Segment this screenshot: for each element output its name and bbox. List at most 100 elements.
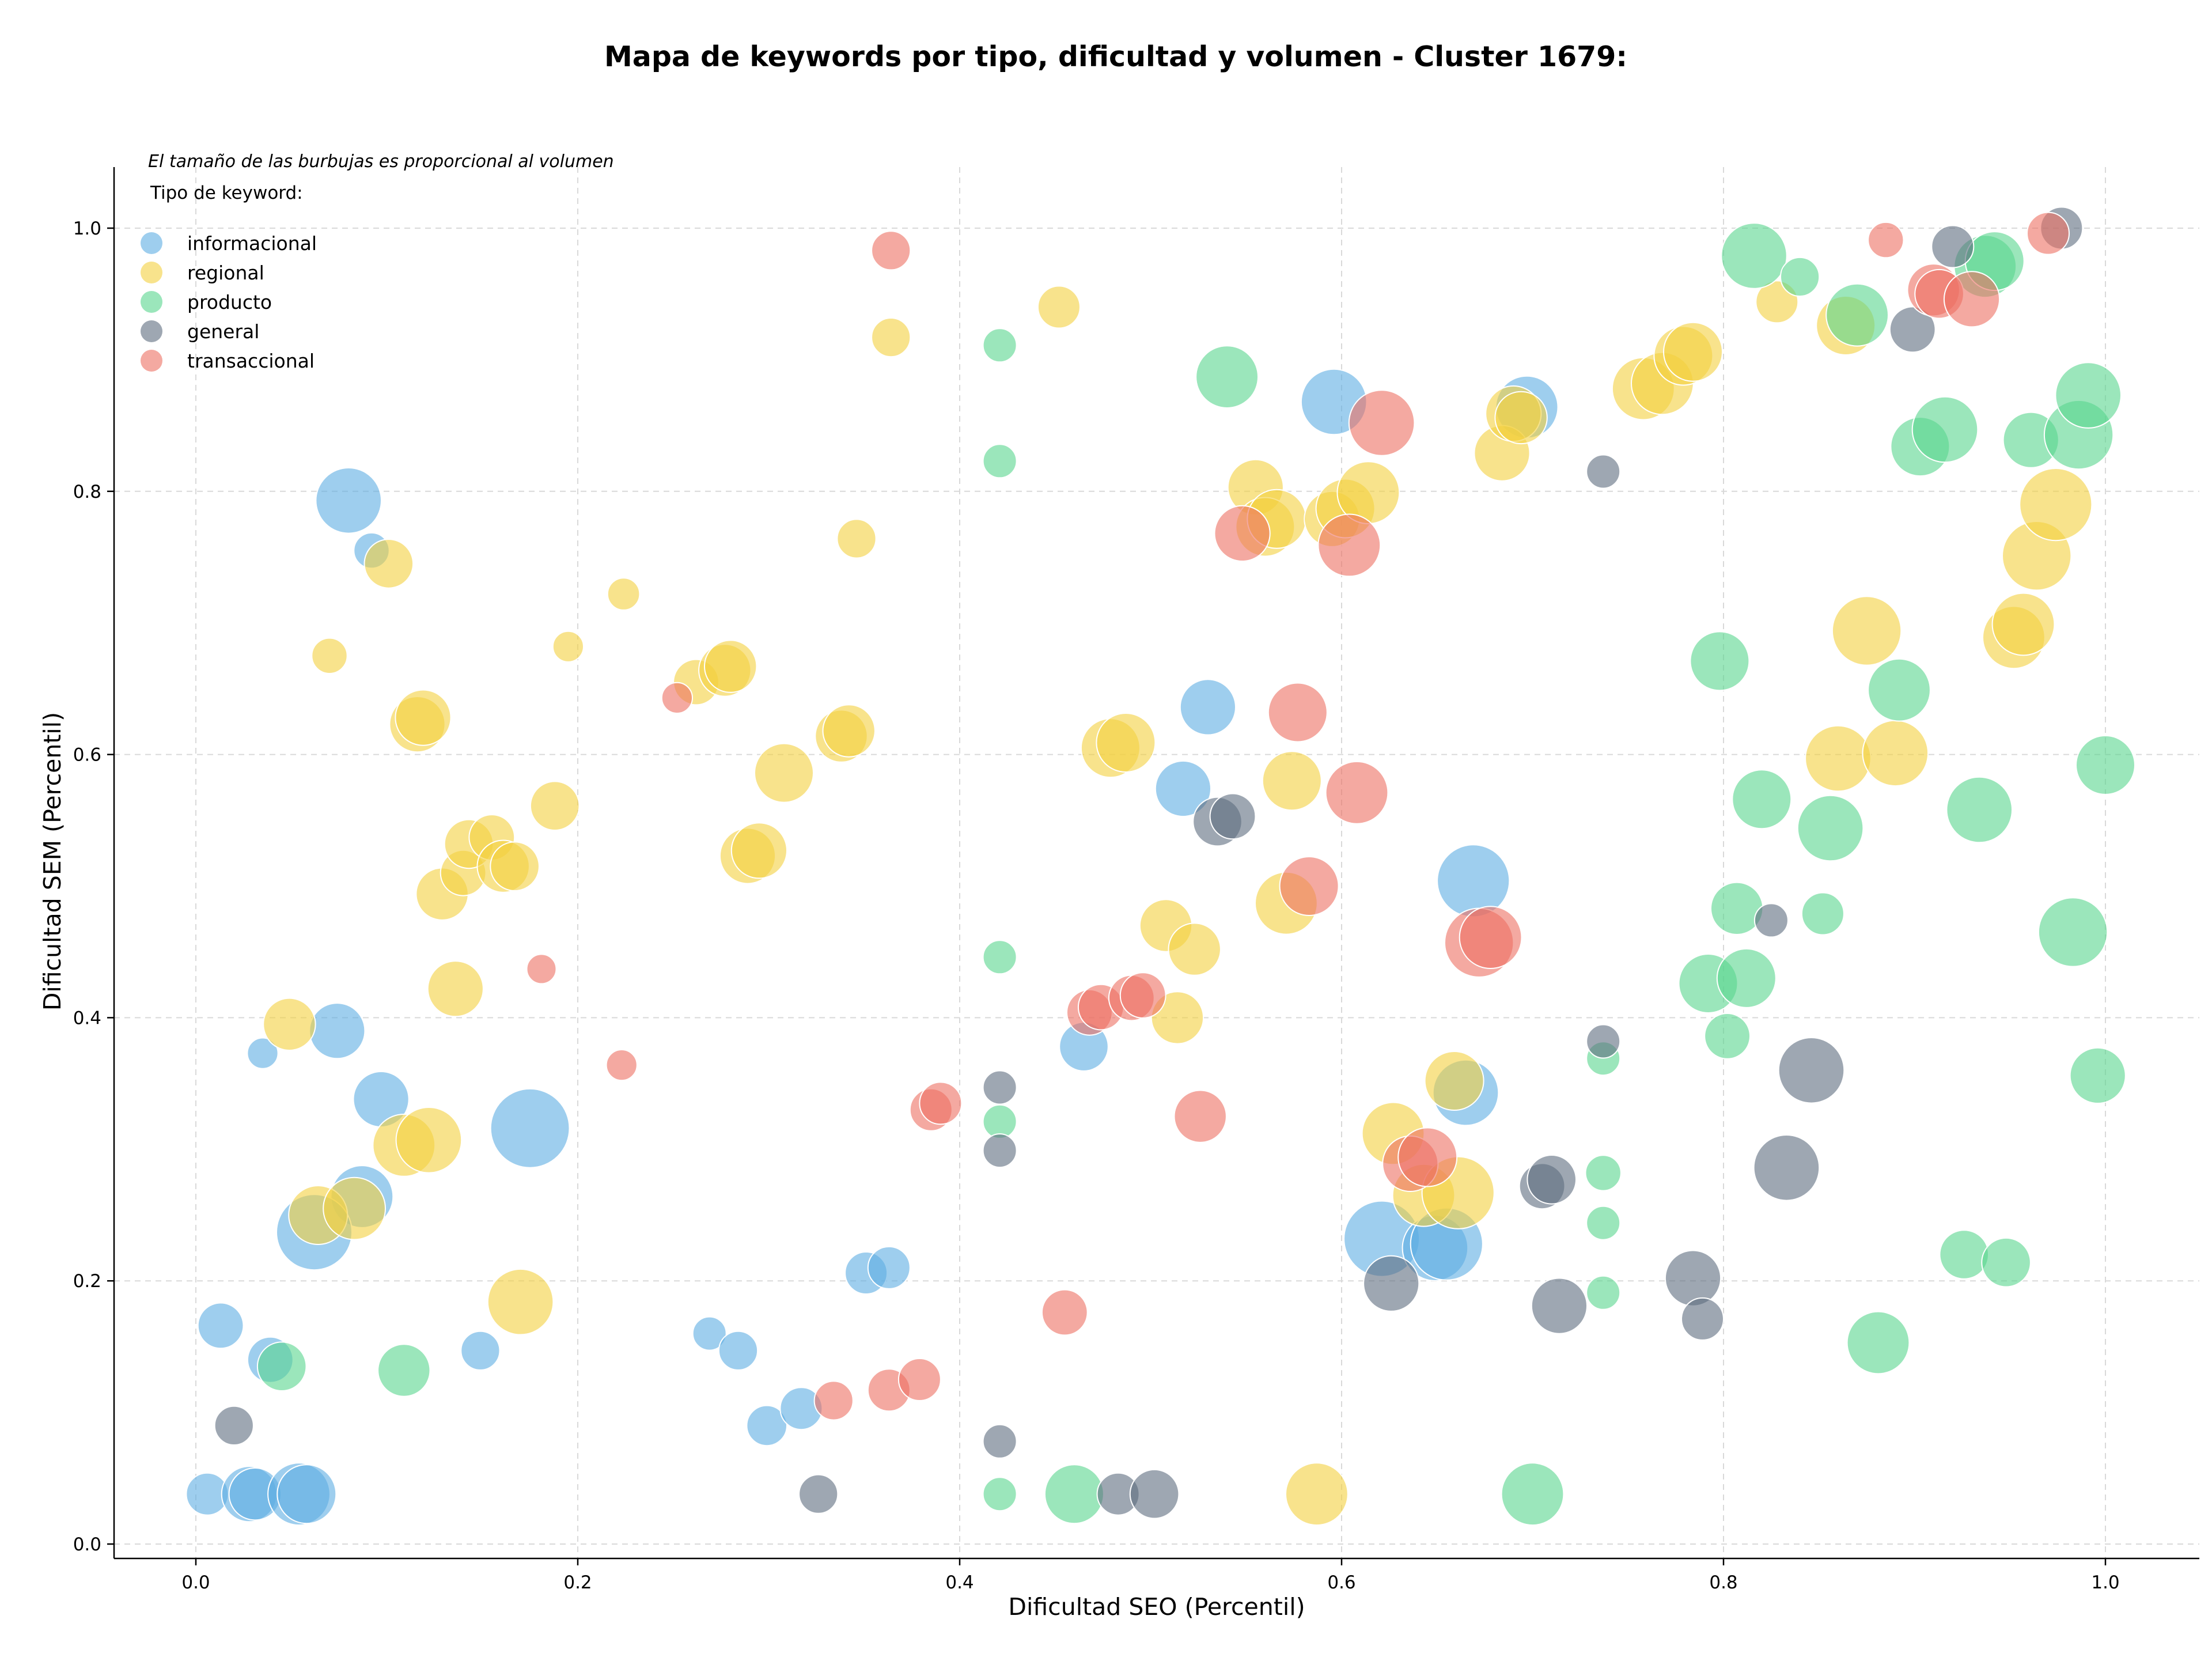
bubble-producto [1044,1464,1104,1524]
bubble-transaccional [1279,856,1339,916]
bubble-informacional [315,467,382,534]
legend-title: Tipo de keyword: [150,183,303,203]
bubble-producto [2075,735,2135,795]
size-note: El tamaño de las burbujas es proporciona… [148,152,614,172]
bubble-transaccional [1868,221,1904,259]
bubble-regional [1096,713,1156,773]
bubble-producto [2037,897,2108,967]
bubble-informacional [460,1330,501,1371]
bubble-producto [1732,769,1792,830]
bubble-regional [529,781,580,831]
bubble-general [1209,793,1256,840]
legend-marker-general [141,320,162,342]
bubble-regional [263,997,316,1051]
y-tick-label: 0.4 [73,1008,101,1028]
bubble-producto [2069,1047,2126,1104]
bubble-informacional [867,1246,911,1289]
bubble-regional [1424,1051,1484,1111]
legend-label-transaccional: transaccional [187,350,315,372]
bubble-transaccional [871,230,911,271]
bubble-informacional [718,1330,759,1371]
bubble-informacional [197,1302,244,1349]
legend-marker-producto [141,291,162,313]
bubble-general [1889,306,1936,353]
y-tick-label: 0.8 [73,482,101,502]
bubble-producto [1981,1237,2031,1288]
x-tick-label: 0.2 [563,1572,592,1593]
bubble-regional [836,519,877,559]
bubble-general [1586,1024,1621,1059]
series-general [214,206,2084,1519]
legend-label-informacional: informacional [187,232,317,255]
bubble-transaccional [813,1380,854,1421]
bubble-regional [1862,720,1929,787]
bubble-informacional [490,1088,570,1168]
legend-marker-regional [141,262,162,283]
bubble-transaccional [919,1081,963,1125]
bubble-transaccional [1459,906,1522,969]
x-tick-label: 0.8 [1709,1572,1737,1593]
bubble-general [1681,1297,1724,1341]
bubble-producto [1195,345,1259,408]
bubble-producto [982,444,1017,479]
bubble-producto [1501,1462,1565,1526]
legend-marker-transaccional [141,350,162,372]
bubble-general [798,1474,839,1514]
bubble-regional [395,689,452,746]
bubble-general [1527,1155,1577,1205]
bubble-regional [871,317,911,358]
legend-label-regional: regional [187,262,264,284]
bubble-regional [754,743,814,803]
y-tick-label: 0.2 [73,1271,101,1292]
bubble-regional [490,841,540,891]
bubble-producto [1797,794,1864,862]
bubble-regional [1168,922,1221,976]
x-tick-label: 0.4 [945,1572,974,1593]
bubble-transaccional [526,954,557,985]
bubble-producto [1780,256,1820,297]
bubble-producto [1946,776,2013,843]
bubble-regional [395,1107,463,1174]
bubble-transaccional [897,1358,941,1401]
bubble-producto [377,1344,431,1397]
bubble-regional [1831,596,1902,666]
chart-title: Mapa de keywords por tipo, dificultad y … [604,40,1627,73]
bubble-general [1586,454,1621,489]
bubble-regional [1663,321,1723,382]
bubble-producto [1710,881,1764,936]
bubble-regional [704,640,757,693]
bubble-producto [1690,631,1750,691]
bubble-transaccional [1348,389,1415,456]
x-tick-label: 0.6 [1327,1572,1355,1593]
bubble-informacional [746,1405,787,1447]
bubble-transaccional [1317,513,1381,577]
bubble-transaccional [2027,211,2070,255]
bubble-producto [1911,396,1979,463]
legend: Tipo de keyword: informacional regional pr… [141,183,317,372]
bubble-general [1931,225,1975,268]
bubble-transaccional [1119,972,1166,1019]
bubble-informacional [1437,844,1510,918]
x-tick-label: 1.0 [2091,1572,2119,1593]
bubble-transaccional [1267,682,1328,743]
bubble-regional [730,822,788,879]
bubble-producto [1939,1229,1989,1280]
bubble-transaccional [605,1049,638,1081]
bubble-producto [1846,1311,1910,1375]
bubble-transaccional [1943,271,2001,328]
bubble-transaccional [1214,505,1271,562]
series-producto [256,222,2135,1526]
x-axis-label: Dificultad SEO (Percentil) [1008,1593,1305,1621]
bubble-regional [607,577,641,611]
bubble-general [1753,903,1789,938]
bubble-regional [1805,725,1872,792]
bubble-general [1129,1469,1180,1519]
bubble-producto [2055,362,2122,429]
bubble-informacional [1154,760,1211,818]
legend-marker-informacional [141,232,162,254]
series-transaccional [526,211,2070,1421]
bubble-informacional [247,1037,279,1069]
bubble-producto [1586,1205,1621,1240]
bubble-producto [256,1341,307,1391]
y-tick-label: 1.0 [73,218,101,239]
